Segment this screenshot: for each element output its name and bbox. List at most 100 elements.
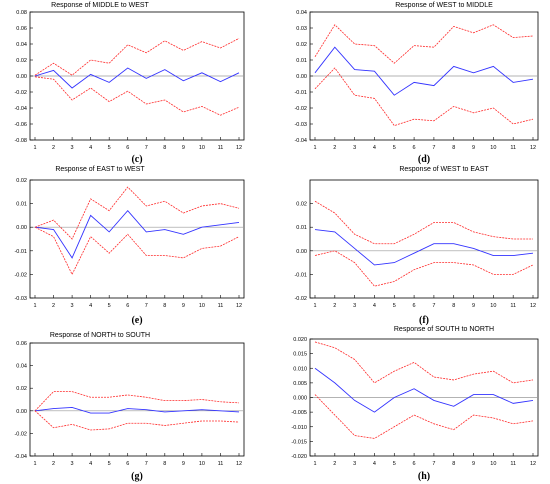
- chart-panel-3: Response of EAST to WEST 0.02 0.01 0.00 -0.0…: [14, 166, 245, 326]
- x-tick-label: 11: [510, 461, 516, 467]
- upper-confidence-band: [314, 200, 533, 245]
- chart-title: Response of MIDDLE to WEST: [51, 2, 149, 9]
- x-tick-label: 7: [145, 145, 148, 151]
- x-tick-label: 6: [126, 303, 129, 309]
- x-tick-label: 12: [236, 461, 242, 467]
- x-tick-label: 2: [52, 461, 55, 467]
- y-tick-label: 0.02: [16, 178, 27, 184]
- y-tick-label: 0.08: [16, 10, 27, 16]
- x-tick-label: 9: [182, 145, 185, 151]
- y-tick-label: -0.015: [291, 439, 307, 445]
- chart-panel-6: Response of SOUTH to NORTH 0.020 0.015 0.01…: [291, 326, 539, 482]
- chart-panel-4: Response of WEST to EAST 0.02 0.01 0.00 -0.0…: [294, 166, 539, 326]
- x-tick-label: 10: [490, 303, 496, 309]
- x-tick-label: 8: [452, 461, 455, 467]
- x-tick-label: 4: [373, 461, 376, 467]
- x-tick-label: 10: [490, 145, 496, 151]
- y-tick-label: 0.00: [16, 225, 27, 231]
- y-tick-label: 0.010: [293, 366, 307, 372]
- chart-panel-5: Response of NORTH to SOUTH 0.06 0.04 0.02 0.…: [14, 332, 245, 482]
- x-tick-label: 4: [373, 303, 376, 309]
- x-tick-label: 4: [89, 145, 92, 151]
- chart-title: Response of EAST to WEST: [55, 166, 145, 173]
- y-tick-label: 0.00: [296, 74, 307, 80]
- x-tick-label: 2: [52, 145, 55, 151]
- x-tick-label: 10: [199, 145, 205, 151]
- upper-confidence-band: [314, 341, 534, 384]
- chart-panel-1: Response of MIDDLE to WEST 0.08 0.06 0.04 0.…: [14, 2, 245, 165]
- x-tick-label: 3: [71, 303, 74, 309]
- x-tick-label: 2: [333, 145, 336, 151]
- x-tick-label: 6: [413, 461, 416, 467]
- y-tick-label: -0.02: [14, 90, 27, 96]
- x-tick-label: 8: [163, 303, 166, 309]
- y-tick-label: 0.02: [16, 386, 27, 392]
- subfigure-label: (g): [131, 471, 143, 482]
- y-tick-label: -0.01: [14, 249, 27, 255]
- y-tick-label: -0.04: [294, 138, 307, 144]
- chart-title: Response of WEST to MIDDLE: [395, 2, 493, 9]
- lower-confidence-band: [314, 67, 534, 127]
- chart-title: Response of NORTH to SOUTH: [50, 332, 150, 339]
- x-tick-label: 4: [89, 303, 92, 309]
- impulse-response-line: [314, 46, 534, 96]
- x-tick-label: 2: [52, 303, 55, 309]
- x-tick-label: 1: [313, 461, 316, 467]
- x-tick-label: 1: [33, 145, 36, 151]
- y-tick-label: 0.01: [16, 202, 27, 208]
- x-tick-label: 7: [432, 145, 435, 151]
- plot-frame: [29, 342, 245, 457]
- y-tick-label: 0.06: [16, 26, 27, 32]
- subfigure-label: (c): [131, 154, 142, 165]
- y-tick-label: -0.02: [294, 106, 307, 112]
- y-tick-label: 0.04: [296, 10, 307, 16]
- y-tick-label: 0.000: [293, 396, 307, 402]
- x-tick-label: 1: [33, 461, 36, 467]
- x-tick-label: 3: [353, 303, 356, 309]
- y-tick-label: -0.03: [14, 296, 27, 302]
- subfigure-label: (d): [418, 154, 430, 165]
- x-tick-label: 5: [108, 145, 111, 151]
- x-tick-label: 3: [353, 145, 356, 151]
- x-tick-label: 7: [145, 461, 148, 467]
- x-tick-label: 9: [472, 303, 475, 309]
- x-tick-label: 11: [510, 303, 516, 309]
- subfigure-label: (e): [131, 315, 142, 326]
- chart-panel-2: Response of WEST to MIDDLE 0.04 0.03 0.02 0.…: [294, 2, 539, 165]
- x-tick-label: 11: [510, 145, 516, 151]
- y-tick-label: 0.01: [296, 225, 307, 231]
- y-tick-label: 0.005: [293, 381, 307, 387]
- upper-confidence-band: [34, 391, 240, 412]
- chart-title: Response of WEST to EAST: [399, 166, 489, 173]
- y-tick-label: 0.020: [293, 337, 307, 343]
- x-tick-label: 6: [413, 303, 416, 309]
- y-tick-label: -0.01: [294, 272, 307, 278]
- x-tick-label: 5: [108, 303, 111, 309]
- impulse-response-line: [34, 209, 240, 259]
- x-tick-label: 11: [218, 145, 224, 151]
- x-tick-label: 7: [432, 461, 435, 467]
- x-tick-label: 2: [333, 303, 336, 309]
- y-tick-label: -0.020: [291, 454, 307, 460]
- plot-frame: [309, 179, 539, 299]
- x-tick-label: 8: [452, 145, 455, 151]
- x-tick-label: 4: [373, 145, 376, 151]
- y-tick-label: 0.02: [296, 42, 307, 48]
- y-tick-label: -0.02: [14, 272, 27, 278]
- x-tick-label: 8: [452, 303, 455, 309]
- x-tick-label: 7: [432, 303, 435, 309]
- x-tick-label: 3: [71, 461, 74, 467]
- x-tick-label: 6: [413, 145, 416, 151]
- y-tick-label: 0.01: [296, 58, 307, 64]
- y-tick-label: -0.06: [14, 122, 27, 128]
- upper-confidence-band: [314, 24, 534, 64]
- y-tick-label: -0.005: [291, 410, 307, 416]
- x-tick-label: 3: [353, 461, 356, 467]
- x-tick-label: 5: [393, 145, 396, 151]
- x-tick-label: 12: [530, 303, 536, 309]
- x-tick-label: 3: [71, 145, 74, 151]
- x-tick-label: 10: [490, 461, 496, 467]
- x-tick-label: 1: [313, 303, 316, 309]
- y-tick-label: -0.04: [14, 454, 27, 460]
